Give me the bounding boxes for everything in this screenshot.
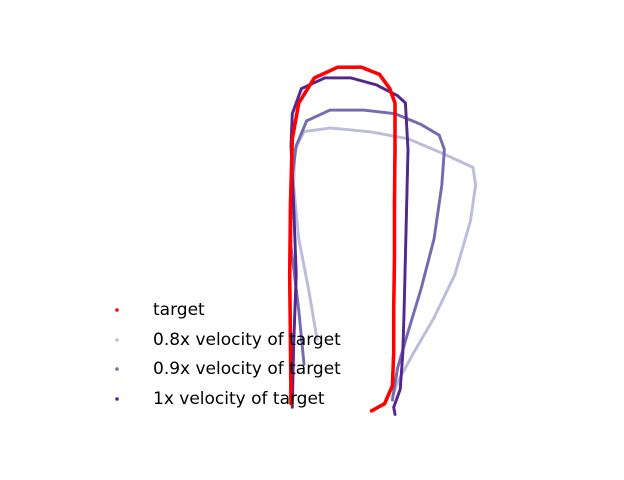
legend-marker-0.8x <box>115 338 119 342</box>
legend-label-1x: 1x velocity of target <box>153 389 325 409</box>
series-3-point-532 <box>393 412 397 416</box>
legend-label-0.9x: 0.9x velocity of target <box>153 359 341 379</box>
legend-marker-0.9x <box>115 367 119 371</box>
series-2-point-469 <box>390 398 394 402</box>
series-2 <box>289 108 446 402</box>
legend-marker-1x <box>115 397 119 401</box>
series-layer <box>287 65 478 416</box>
legend-marker-target <box>115 308 119 312</box>
legend: target 0.8x velocity of target 0.9x velo… <box>115 300 341 409</box>
series-0-point-535 <box>369 409 374 413</box>
legend-label-0.8x: 0.8x velocity of target <box>153 330 341 350</box>
legend-label-target: target <box>153 300 205 320</box>
series-0 <box>287 65 397 413</box>
series-1 <box>292 126 478 399</box>
